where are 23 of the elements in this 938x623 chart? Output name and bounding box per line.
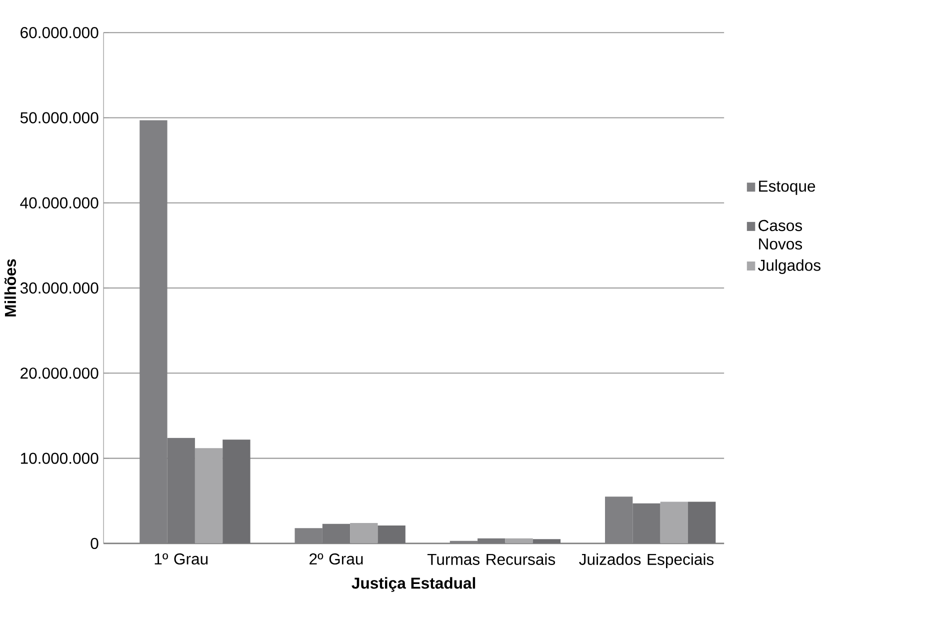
legend-label: Estoque — [759, 180, 816, 195]
x-tick-label: 1º Grau — [154, 553, 208, 564]
y-axis-title: Milhões — [4, 259, 16, 316]
y-tick-label: 60.000.000 — [20, 26, 98, 38]
y-tick-label: 40.000.000 — [20, 197, 98, 208]
x-axis-title: Justiça Estadual — [352, 576, 476, 592]
y-tick-label: 20.000.000 — [20, 367, 98, 379]
x-tick-label: Turmas Recursais — [427, 553, 556, 565]
x-tick-label: 2º Grau — [310, 553, 363, 564]
bar — [194, 448, 223, 544]
bar — [222, 439, 250, 544]
bar — [660, 501, 688, 544]
bar — [378, 525, 406, 544]
bar — [532, 538, 561, 544]
legend-label: Julgados — [758, 259, 820, 274]
bar — [350, 522, 378, 544]
y-tick-label: 50.000.000 — [20, 112, 98, 124]
y-tick-label: 10.000.000 — [20, 452, 98, 464]
y-tick-label: 0 — [90, 538, 98, 549]
legend-label: Casos Novos — [758, 220, 802, 250]
y-tick-label: 30.000.000 — [20, 282, 98, 294]
x-tick-label: Juizados Especiais — [579, 553, 714, 568]
bar — [688, 501, 716, 544]
